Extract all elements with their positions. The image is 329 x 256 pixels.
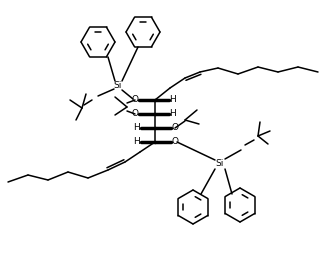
Text: H: H (170, 110, 176, 119)
Text: O: O (171, 137, 179, 146)
Text: O: O (171, 123, 179, 133)
Text: H: H (170, 95, 176, 104)
Text: Si: Si (114, 81, 122, 91)
Text: Si: Si (216, 159, 224, 168)
Text: O: O (132, 110, 139, 119)
Text: O: O (132, 95, 139, 104)
Text: H: H (134, 123, 140, 133)
Text: H: H (134, 137, 140, 146)
